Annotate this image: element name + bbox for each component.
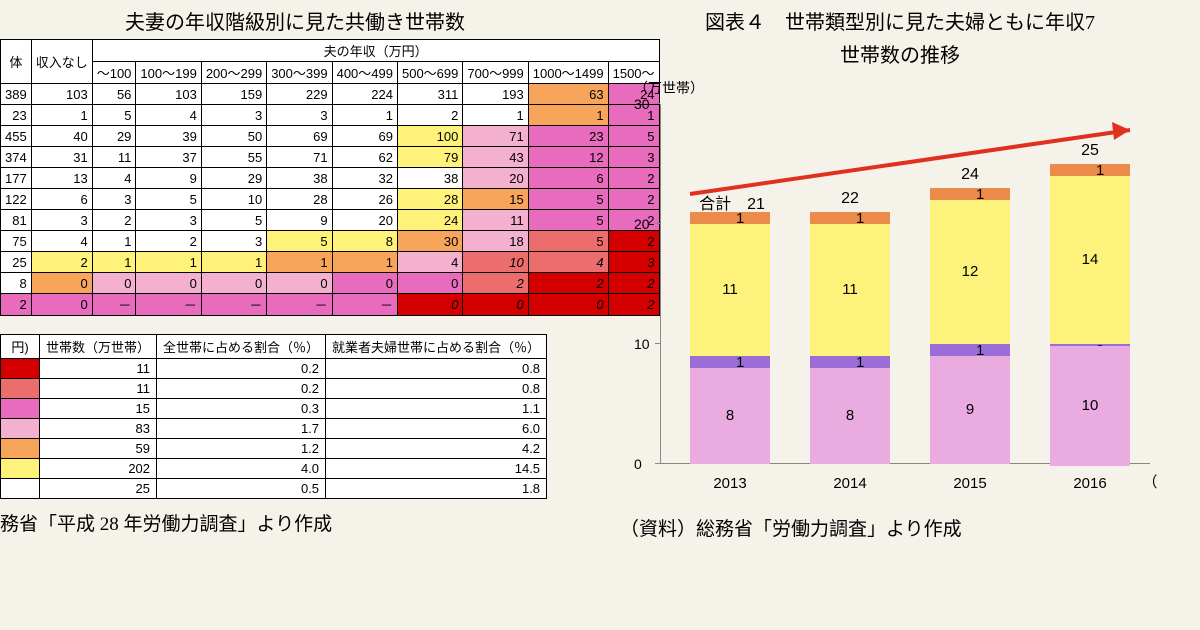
legend-header: 全世帯に占める割合（％） [157, 335, 326, 359]
right-title-1: 図表４ 世帯類型別に見た夫婦ともに年収7 [600, 6, 1200, 35]
legend-swatch [1, 459, 40, 479]
bar-segment: 8 [690, 368, 770, 464]
bar-column: 11401025 [1050, 164, 1130, 464]
left-source: 務省「平成 28 年労働力調査」より作成 [0, 509, 590, 536]
legend-swatch [1, 419, 40, 439]
col-header: 体 [1, 40, 32, 84]
table-row: 45540293950696910071235 [1, 126, 660, 147]
bar-segment: 14 [1050, 176, 1130, 344]
bar-total-label: 合計 21 [672, 190, 792, 214]
bar-segment: 9 [930, 356, 1010, 464]
legend-row: 110.20.8 [1, 379, 547, 399]
bar-total-label: 24 [930, 166, 1010, 184]
bar-segment: 11 [810, 224, 890, 356]
legend-row: 150.31.1 [1, 399, 547, 419]
x-tick-label: 2013 [690, 475, 770, 492]
bar-column: 1121924 [930, 188, 1010, 464]
table-row: 75412358301852 [1, 231, 660, 252]
legend-row: 2024.014.5 [1, 459, 547, 479]
table-row: 3743111375571627943123 [1, 147, 660, 168]
bar-column: 1111822 [810, 212, 890, 464]
stacked-bar-chart: （万世帯）010203011118合計 21201311118222014112… [600, 74, 1160, 504]
legend-row: 250.51.8 [1, 479, 547, 499]
x-tick-label: 2015 [930, 475, 1010, 492]
bar-segment: 1 [810, 212, 890, 224]
legend-table: 円)世帯数（万世帯）全世帯に占める割合（％）就業者夫婦世帯に占める割合（％）11… [0, 334, 547, 499]
table-row: 122635102826281552 [1, 189, 660, 210]
col-header: ～100 [92, 62, 136, 84]
col-header: 1000～1499 [528, 62, 608, 84]
bar-segment: 1 [810, 356, 890, 368]
legend-swatch [1, 439, 40, 459]
table-row: 231543312111 [1, 105, 660, 126]
col-header: 700～999 [463, 62, 528, 84]
legend-header: 世帯数（万世帯） [40, 335, 157, 359]
bar-total-label: 25 [1050, 142, 1130, 160]
bar-segment: 11 [690, 224, 770, 356]
y-unit-label: （万世帯） [634, 78, 704, 98]
legend-row: 831.76.0 [1, 419, 547, 439]
x-tick-label: 2016 [1050, 475, 1130, 492]
bar-segment: 1 [930, 344, 1010, 356]
table-row: 80000000222 [1, 273, 660, 294]
bar-segment: 1 [930, 188, 1010, 200]
table-row: 1771349293832382062 [1, 168, 660, 189]
col-header: 400～499 [332, 62, 397, 84]
y-tick-label: 10 [634, 336, 650, 352]
col-header: 500～699 [397, 62, 462, 84]
bar-segment: 12 [930, 200, 1010, 344]
bar-segment: 8 [810, 368, 890, 464]
y-tick-label: 20 [634, 216, 650, 232]
y-tick-label: 30 [634, 96, 650, 112]
crosstab-table: 体収入なし夫の年収（万円）～100100～199200～299300～39940… [0, 39, 660, 316]
table-row: 813235920241152 [1, 210, 660, 231]
bar-segment: 10 [1050, 346, 1130, 466]
legend-header: 就業者夫婦世帯に占める割合（％） [326, 335, 547, 359]
legend-row: 110.20.8 [1, 359, 547, 379]
col-header: 300～399 [267, 62, 332, 84]
legend-swatch [1, 399, 40, 419]
legend-swatch [1, 379, 40, 399]
col-header: 収入なし [31, 40, 92, 84]
y-tick-label: 0 [634, 456, 642, 472]
x-axis-tail: （ [1140, 471, 1160, 492]
right-source: （資料）総務省「労働力調査」より作成 [620, 514, 1200, 541]
legend-swatch [1, 479, 40, 499]
col-header: 夫の年収（万円） [92, 40, 659, 62]
legend-swatch [1, 359, 40, 379]
legend-header: 円) [1, 335, 40, 359]
col-header: 100～199 [136, 62, 201, 84]
table-row: 2521111141043 [1, 252, 660, 273]
table-row: 20－－－－－0002 [1, 294, 660, 316]
x-tick-label: 2014 [810, 475, 890, 492]
bar-total-label: 22 [810, 190, 890, 208]
bar-segment: 1 [690, 356, 770, 368]
col-header: 200～299 [201, 62, 266, 84]
legend-row: 591.24.2 [1, 439, 547, 459]
right-title-2: 世帯数の推移 [600, 39, 1200, 68]
left-title: 夫妻の年収階級別に見た共働き世帯数 [0, 6, 590, 35]
table-row: 389103561031592292243111936324 [1, 84, 660, 105]
bar-segment: 1 [1050, 164, 1130, 176]
bar-column: 11118合計 21 [690, 212, 770, 464]
